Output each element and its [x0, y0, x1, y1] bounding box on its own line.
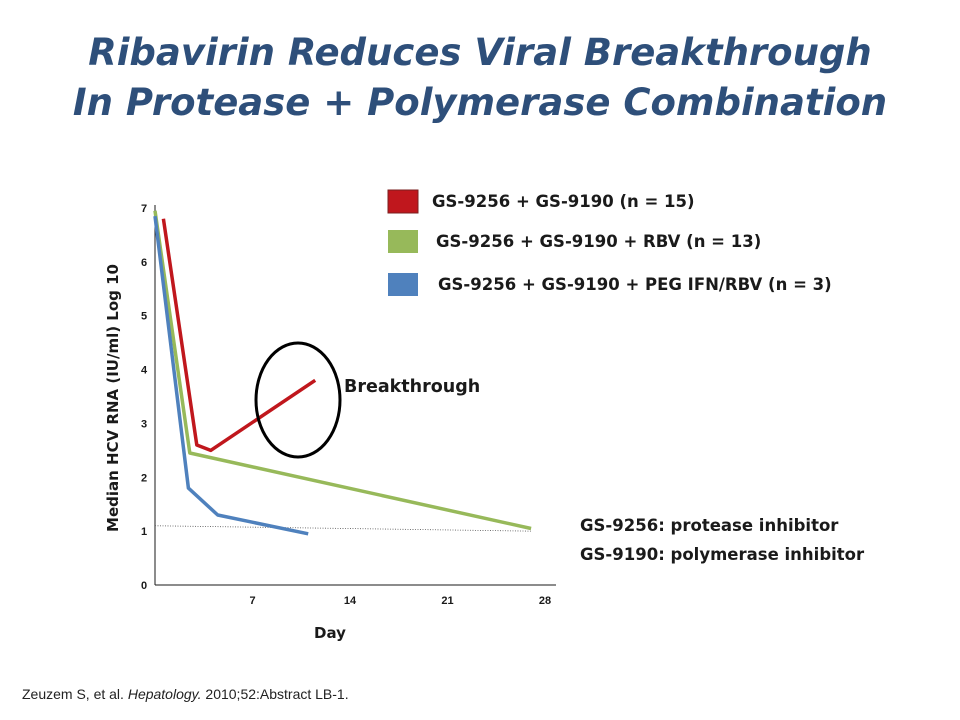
reference-line: [154, 525, 532, 532]
breakthrough-circle: [254, 341, 342, 459]
x-tick-label: 21: [441, 595, 453, 607]
y-tick-label: 7: [141, 203, 147, 215]
y-tick-label: 3: [141, 418, 147, 430]
series-line-1: [161, 218, 317, 453]
series-line-3: [153, 215, 309, 536]
note-polymerase: GS-9190: polymerase inhibitor: [580, 545, 865, 564]
slide-title: Ribavirin Reduces Viral Breakthrough In …: [0, 28, 960, 128]
y-tick-label: 5: [141, 311, 147, 323]
legend: GS-9256 + GS-9190 (n = 15) GS-9256 + GS-9…: [387, 189, 832, 296]
legend-swatch-1: [387, 189, 419, 214]
y-tick-label: 0: [141, 580, 147, 592]
legend-swatch-2: [388, 230, 418, 253]
note-protease: GS-9256: protease inhibitor: [580, 516, 839, 535]
x-tick-label: 28: [539, 595, 551, 607]
x-axis-title: Day: [314, 624, 346, 642]
y-tick-label: 2: [141, 472, 147, 484]
breakthrough-label: Breakthrough: [344, 377, 480, 397]
legend-label-2: GS-9256 + GS-9190 + RBV (n = 13): [436, 232, 761, 251]
citation-authors: Zeuzem S, et al.: [22, 686, 124, 702]
y-tick-label: 6: [141, 257, 147, 269]
x-tick-labels: 7 14 21 28: [249, 595, 551, 607]
title-line-2: In Protease + Polymerase Combination: [72, 81, 888, 124]
citation: Zeuzem S, et al. Hepatology. 2010;52:Abs…: [22, 686, 349, 702]
series-line-2: [153, 210, 532, 531]
x-tick-label: 7: [249, 595, 255, 607]
y-tick-labels: 0 1 2 3 4 5 6 7: [141, 203, 148, 592]
title-line-1: Ribavirin Reduces Viral Breakthrough: [88, 31, 872, 74]
legend-swatch-3: [388, 273, 418, 296]
citation-journal: Hepatology.: [127, 686, 202, 702]
legend-label-3: GS-9256 + GS-9190 + PEG IFN/RBV (n = 3): [438, 275, 832, 294]
y-tick-label: 4: [141, 365, 148, 377]
y-tick-label: 1: [141, 526, 147, 538]
y-axis-title: Median HCV RNA (IU/ml) Log 10: [104, 264, 122, 532]
legend-label-1: GS-9256 + GS-9190 (n = 15): [432, 192, 695, 211]
citation-rest: 2010;52:Abstract LB-1.: [205, 686, 349, 702]
series-layer: [153, 210, 532, 536]
x-tick-label: 14: [344, 595, 357, 607]
